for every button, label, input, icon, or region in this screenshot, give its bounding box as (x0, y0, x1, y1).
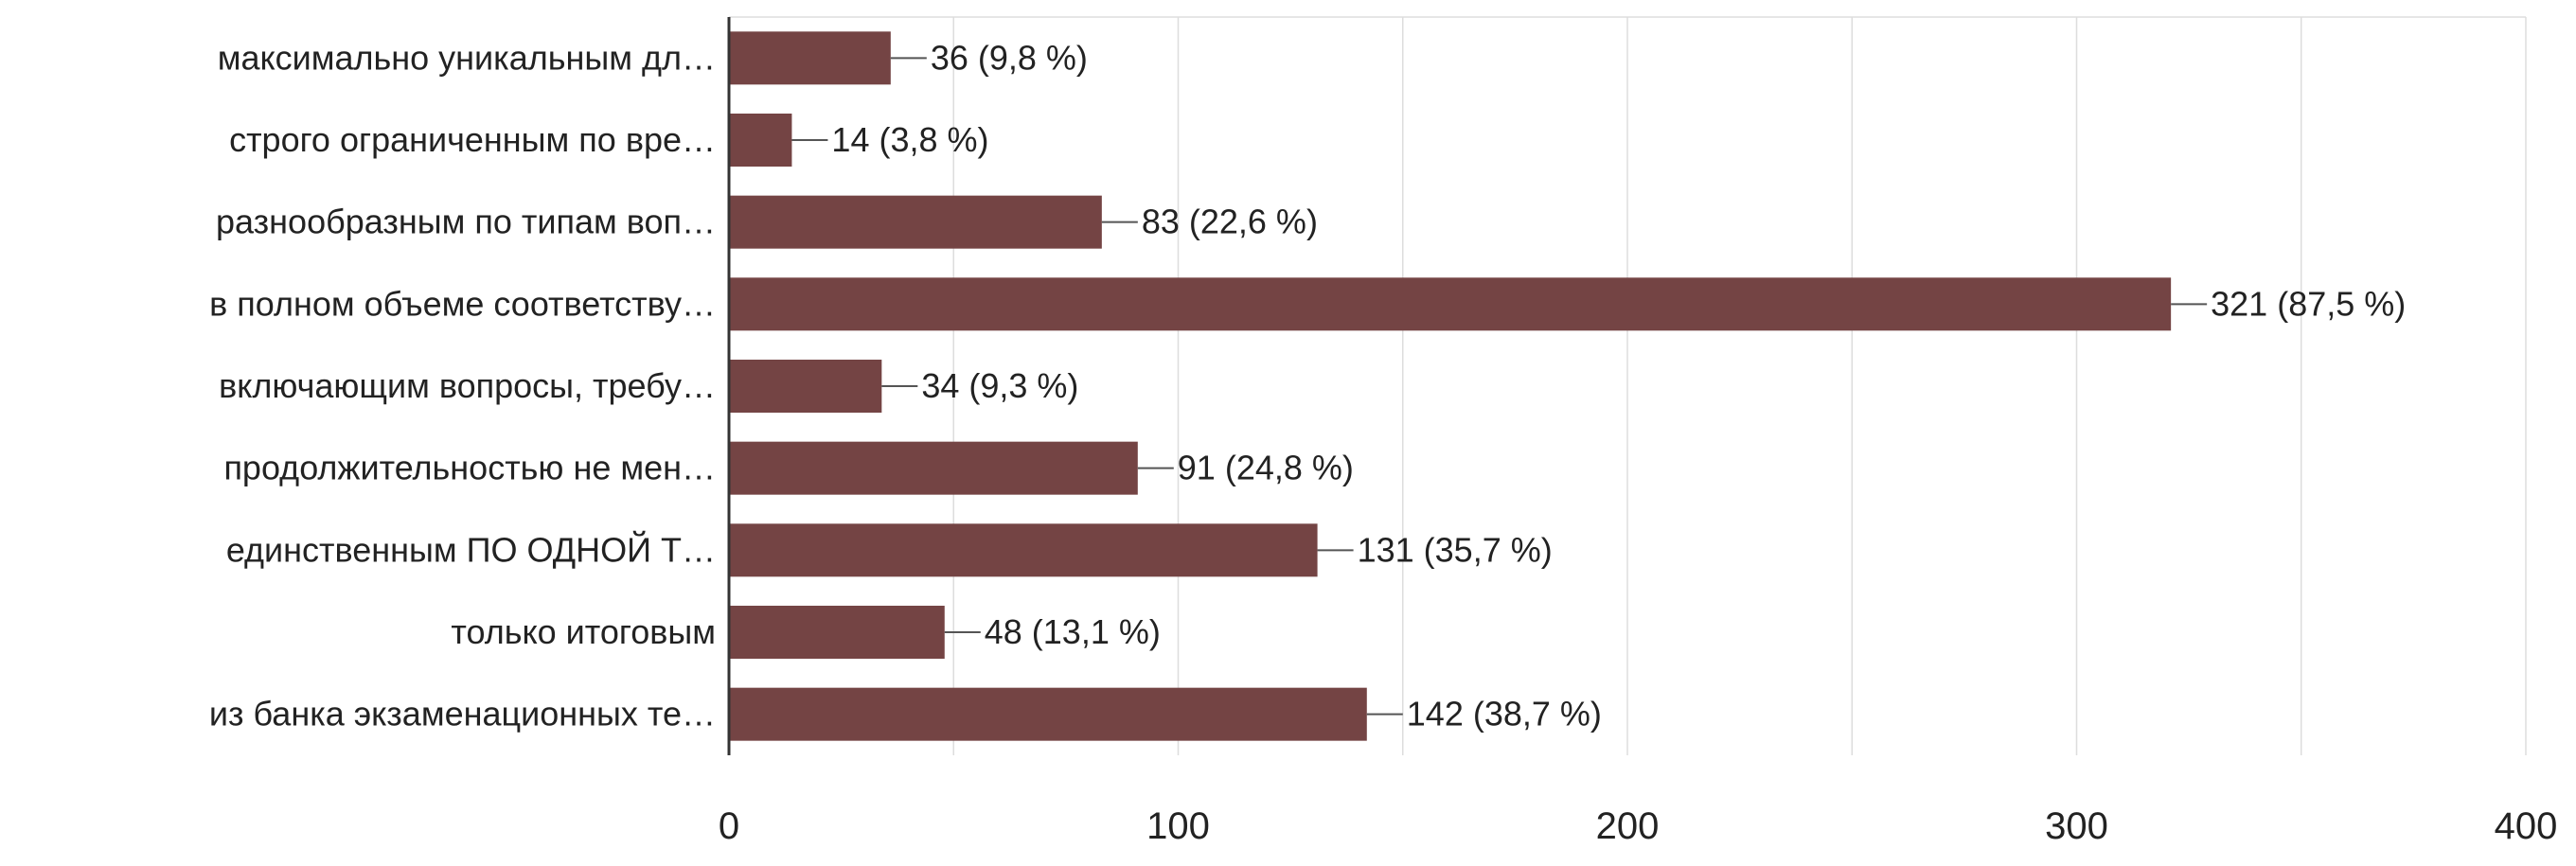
x-tick-label: 0 (719, 805, 739, 847)
data-label: 36 (9,8 %) (931, 38, 1088, 77)
data-label: 91 (24,8 %) (1178, 449, 1354, 487)
data-label: 321 (87,5 %) (2211, 284, 2406, 323)
bar (729, 114, 792, 167)
bar (729, 606, 945, 659)
data-label: 48 (13,1 %) (985, 612, 1161, 651)
label-layer: максимально уникальным дл… 36 (9,8 %) стро… (209, 38, 2406, 733)
category-label: разнообразным по типам воп… (216, 203, 716, 241)
bar (729, 31, 891, 85)
x-tick-label: 300 (2045, 805, 2108, 847)
bar (729, 687, 1367, 741)
data-label: 83 (22,6 %) (1142, 203, 1318, 241)
bar (729, 277, 2172, 331)
category-label: продолжительностью не мен… (223, 449, 716, 487)
bar (729, 195, 1102, 249)
x-tick-label: 400 (2495, 805, 2558, 847)
bar (729, 441, 1138, 495)
bar-layer (729, 31, 2172, 741)
category-label: строго ограниченным по вре… (229, 120, 716, 159)
x-tick-label: 200 (1596, 805, 1660, 847)
data-label: 142 (38,7 %) (1407, 695, 1602, 733)
category-label: в полном объеме соответству… (209, 284, 716, 323)
category-label: из банка экзаменационных те… (209, 695, 716, 733)
bar (729, 523, 1318, 577)
data-label: 34 (9,3 %) (921, 366, 1078, 405)
axis-layer: 0 100 200 300 400 (719, 17, 2558, 847)
x-tick-label: 100 (1146, 805, 1210, 847)
data-label: 131 (35,7 %) (1358, 530, 1553, 569)
category-label: максимально уникальным дл… (218, 38, 716, 77)
category-label: только итоговым (451, 612, 716, 651)
grid-layer (729, 16, 2527, 755)
category-label: включающим вопросы, требу… (219, 366, 716, 405)
data-label: 14 (3,8 %) (831, 120, 988, 159)
bar (729, 360, 882, 413)
category-label: единственным ПО ОДНОЙ Т… (226, 529, 716, 569)
